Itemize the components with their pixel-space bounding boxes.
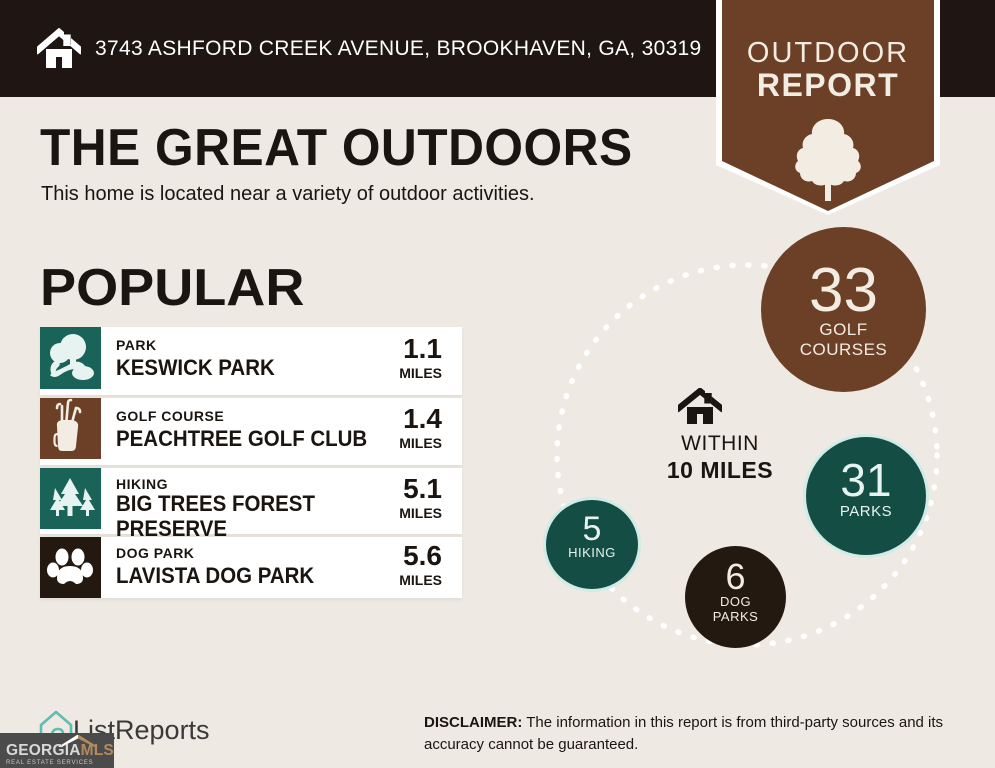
- svg-text:OUTDOOR: OUTDOOR: [747, 37, 909, 69]
- svg-text:REPORT: REPORT: [757, 67, 899, 103]
